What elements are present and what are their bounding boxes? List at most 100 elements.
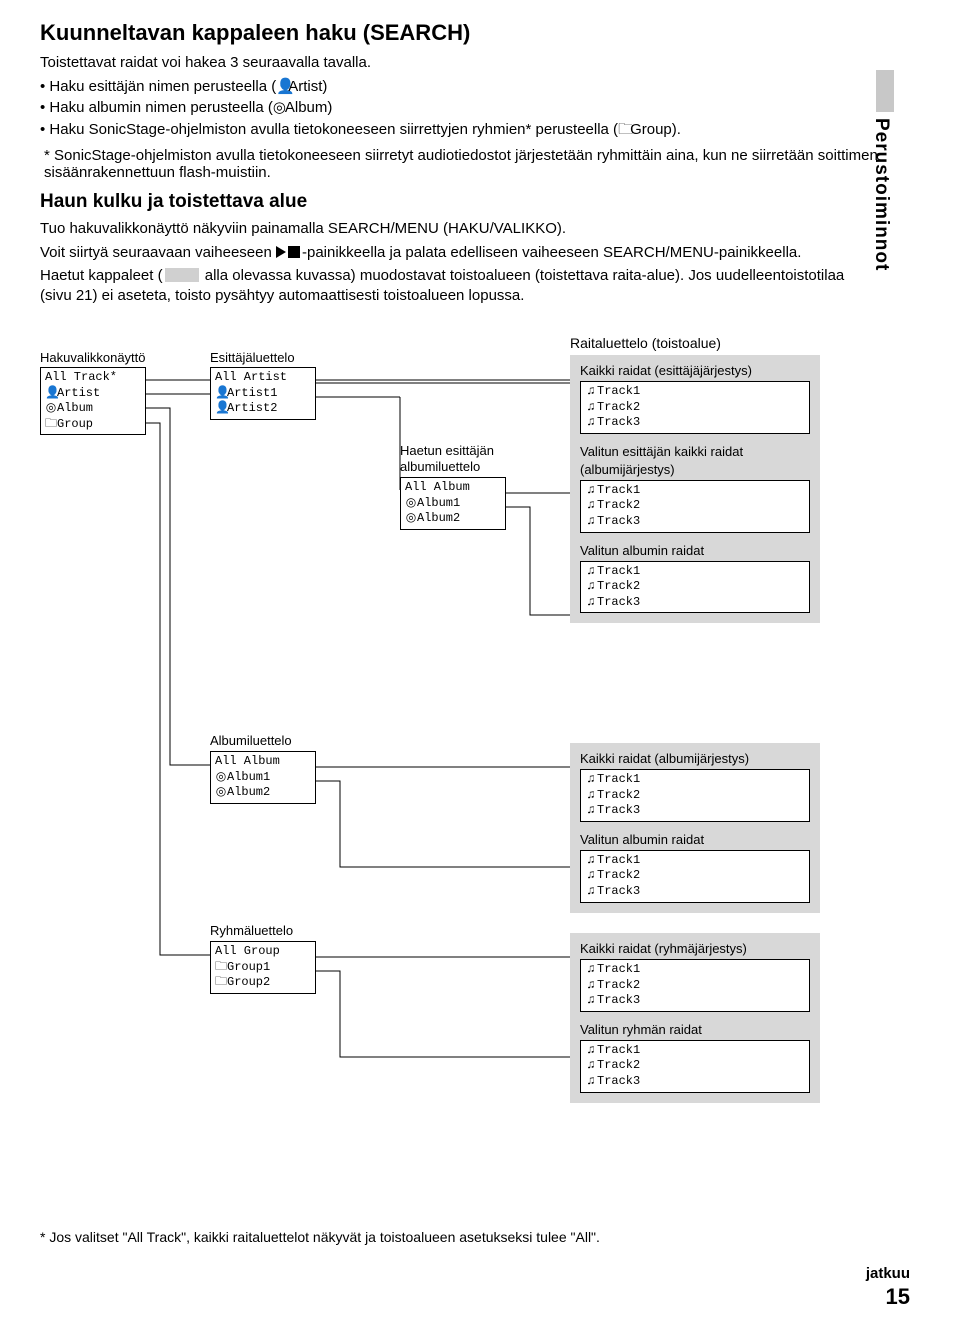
label-selected-album-2: Valitun albumin raidat [580, 832, 810, 847]
label-menu: Hakuvalikkonäyttö [40, 350, 146, 365]
side-tab-text: Perustoiminnot [870, 118, 892, 271]
note-icon: ♫ [585, 579, 597, 595]
menu-album: ◎Album [45, 401, 141, 417]
trackbox-6: ♫Track1 ♫Track2 ♫Track3 [580, 959, 810, 1012]
label-selected-artist-l2: (albumijärjestys) [580, 462, 810, 477]
groups-g1: 🗀Group1 [215, 960, 311, 976]
disc-icon: ◎ [405, 496, 417, 512]
note-icon: ♫ [585, 1043, 597, 1059]
bullet-artist: • Haku esittäjän nimen perusteella (👤Art… [40, 77, 880, 95]
trackbox-7: ♫Track1 ♫Track2 ♫Track3 [580, 1040, 810, 1093]
folder-icon: 🗀 [45, 417, 57, 433]
trackbox-3: ♫Track1 ♫Track2 ♫Track3 [580, 561, 810, 614]
groups-g2: 🗀Group2 [215, 975, 311, 991]
label-tracklist: Raitaluettelo (toistoalue) [570, 335, 721, 351]
menu-all-track: All Track* [45, 370, 141, 386]
note-icon: ♫ [585, 483, 597, 499]
note-icon: ♫ [585, 498, 597, 514]
folder-icon: 🗀 [215, 960, 227, 976]
continue-label: jatkuu [40, 1265, 920, 1282]
person-icon: 👤 [45, 386, 57, 402]
label-grouplist: Ryhmäluettelo [210, 923, 293, 938]
note-icon: ♫ [585, 514, 597, 530]
para-1: Tuo hakuvalikkonäyttö näkyviin painamall… [40, 219, 880, 239]
disc-icon: ◎ [405, 511, 417, 527]
note-icon: ♫ [585, 400, 597, 416]
para-2: Voit siirtyä seuraavaan vaiheeseen -pain… [40, 243, 880, 263]
label-selected-album: Valitun albumin raidat [580, 543, 810, 558]
label-albumlist: Albumiluettelo [210, 733, 292, 748]
para-3: Haetut kappaleet ( alla olevassa kuvassa… [40, 266, 880, 305]
footnote: * SonicStage-ohjelmiston avulla tietokon… [44, 147, 880, 181]
bottom-note: * Jos valitset "All Track", kaikki raita… [40, 1229, 920, 1245]
side-tab: Perustoiminnot [870, 70, 900, 271]
playarea-group: Kaikki raidat (ryhmäjärjestys) ♫Track1 ♫… [570, 933, 820, 1103]
bullet-album: • Haku albumin nimen perusteella (◎Album… [40, 98, 880, 116]
note-icon: ♫ [585, 868, 597, 884]
menu-group: 🗀Group [45, 417, 141, 433]
disc-icon: ◎ [45, 401, 57, 417]
disc-icon: ◎ [273, 98, 285, 116]
label-haetun-l2: albumiluettelo [400, 459, 480, 474]
play-stop-icon [276, 246, 302, 258]
label-haetun-l1: Haetun esittäjän [400, 443, 494, 458]
note-icon: ♫ [585, 1074, 597, 1090]
label-selected-group: Valitun ryhmän raidat [580, 1022, 810, 1037]
label-all-group-order: Kaikki raidat (ryhmäjärjestys) [580, 941, 810, 956]
playarea-album: Kaikki raidat (albumijärjestys) ♫Track1 … [570, 743, 820, 913]
label-all-artist-order: Kaikki raidat (esittäjäjärjestys) [580, 363, 810, 378]
artist-albums-a1: ◎Album1 [405, 496, 501, 512]
artist-albums-all: All Album [405, 480, 501, 496]
note-icon: ♫ [585, 978, 597, 994]
note-icon: ♫ [585, 564, 597, 580]
albums-box: All Album ◎Album1 ◎Album2 [210, 751, 316, 804]
person-icon: 👤 [215, 401, 227, 417]
albums-a1: ◎Album1 [215, 770, 311, 786]
swatch-icon [165, 268, 199, 282]
note-icon: ♫ [585, 384, 597, 400]
label-selected-artist-l1: Valitun esittäjän kaikki raidat [580, 444, 810, 459]
groups-all: All Group [215, 944, 311, 960]
note-icon: ♫ [585, 993, 597, 1009]
artist-albums-a2: ◎Album2 [405, 511, 501, 527]
page-number: 15 [40, 1284, 920, 1310]
albums-a2: ◎Album2 [215, 785, 311, 801]
section-title-2: Haun kulku ja toistettava alue [40, 191, 880, 213]
menu-box: All Track* 👤Artist ◎Album 🗀Group [40, 367, 146, 435]
note-icon: ♫ [585, 772, 597, 788]
trackbox-1: ♫Track1 ♫Track2 ♫Track3 [580, 381, 810, 434]
artists-a1: 👤Artist1 [215, 386, 311, 402]
note-icon: ♫ [585, 595, 597, 611]
label-all-album-order: Kaikki raidat (albumijärjestys) [580, 751, 810, 766]
note-icon: ♫ [585, 1058, 597, 1074]
artist-albums-box: All Album ◎Album1 ◎Album2 [400, 477, 506, 530]
playarea-artist: Kaikki raidat (esittäjäjärjestys) ♫Track… [570, 355, 820, 623]
folder-icon: 🗀 [618, 119, 630, 144]
albums-all: All Album [215, 754, 311, 770]
label-artists: Esittäjäluettelo [210, 350, 295, 365]
note-icon: ♫ [585, 853, 597, 869]
page-title: Kuunneltavan kappaleen haku (SEARCH) [40, 20, 880, 46]
note-icon: ♫ [585, 962, 597, 978]
note-icon: ♫ [585, 788, 597, 804]
person-icon: 👤 [276, 77, 288, 95]
trackbox-2: ♫Track1 ♫Track2 ♫Track3 [580, 480, 810, 533]
artists-a2: 👤Artist2 [215, 401, 311, 417]
note-icon: ♫ [585, 415, 597, 431]
subtitle: Toistettavat raidat voi hakea 3 seuraava… [40, 54, 880, 71]
menu-artist: 👤Artist [45, 386, 141, 402]
folder-icon: 🗀 [215, 975, 227, 991]
person-icon: 👤 [215, 386, 227, 402]
flow-diagram: Hakuvalikkonäyttö All Track* 👤Artist ◎Al… [40, 335, 920, 1215]
groups-box: All Group 🗀Group1 🗀Group2 [210, 941, 316, 994]
trackbox-4: ♫Track1 ♫Track2 ♫Track3 [580, 769, 810, 822]
note-icon: ♫ [585, 803, 597, 819]
artists-all: All Artist [215, 370, 311, 386]
note-icon: ♫ [585, 884, 597, 900]
artists-box: All Artist 👤Artist1 👤Artist2 [210, 367, 316, 420]
disc-icon: ◎ [215, 785, 227, 801]
bullet-group: • Haku SonicStage-ohjelmiston avulla tie… [40, 119, 880, 144]
trackbox-5: ♫Track1 ♫Track2 ♫Track3 [580, 850, 810, 903]
disc-icon: ◎ [215, 770, 227, 786]
side-tab-marker [876, 70, 894, 112]
